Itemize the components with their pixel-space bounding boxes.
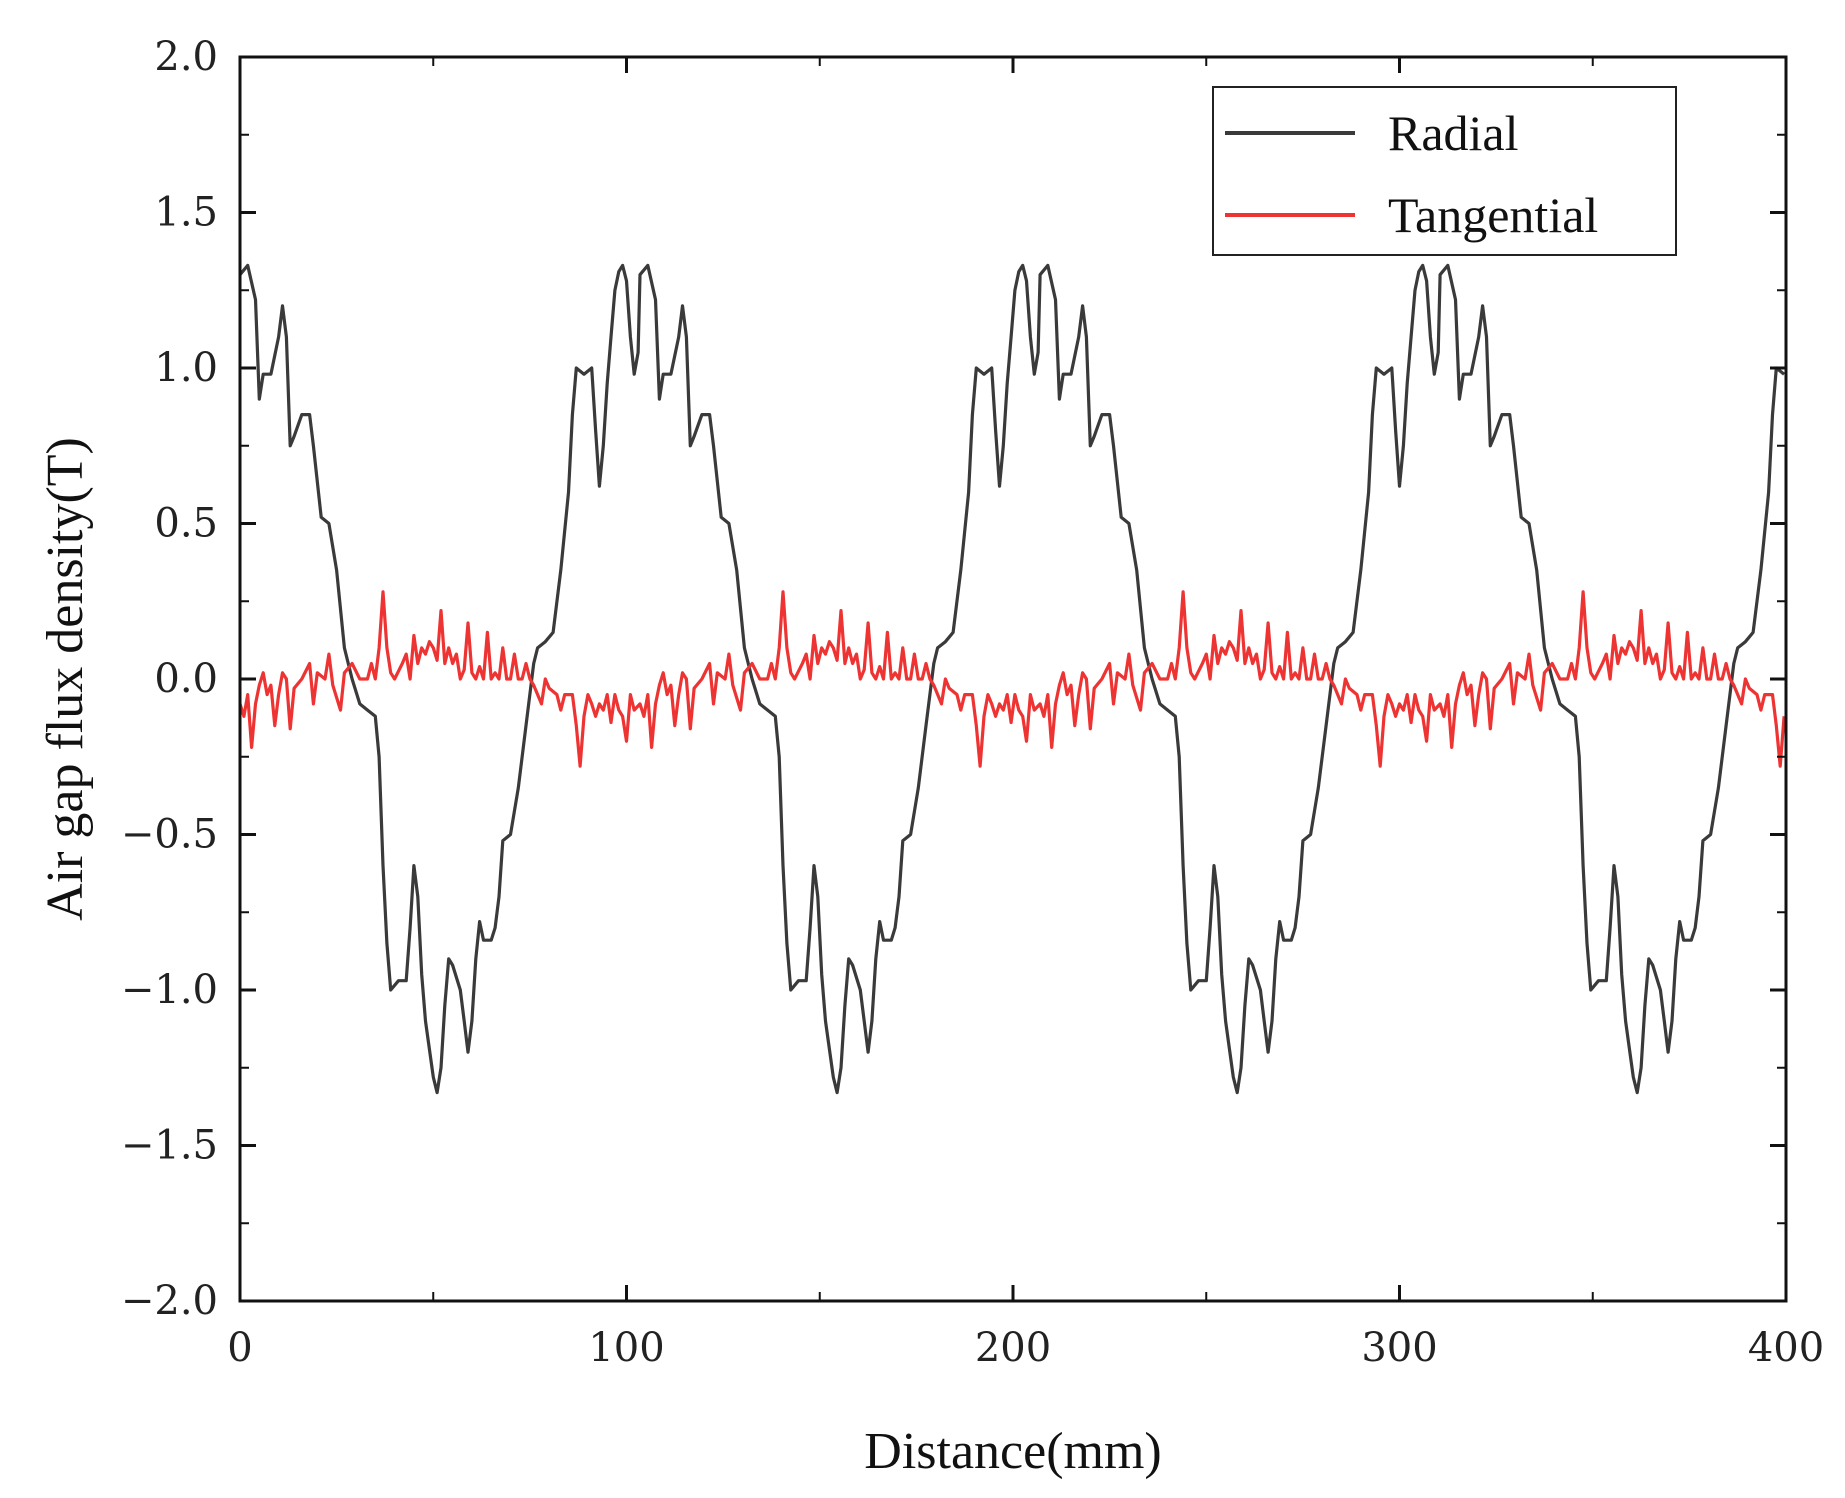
y-tick-label: 1.5 bbox=[154, 190, 218, 236]
y-tick-label: 2.0 bbox=[154, 34, 218, 80]
y-tick-label: 0.0 bbox=[154, 656, 218, 702]
legend-label-tangential: Tangential bbox=[1388, 187, 1598, 243]
y-tick-label: −0.5 bbox=[121, 812, 218, 858]
series-line-tangential bbox=[238, 590, 1786, 768]
series-layer bbox=[238, 263, 1786, 1095]
x-tick-label: 200 bbox=[975, 1325, 1051, 1371]
x-axis-title: Distance(mm) bbox=[864, 1423, 1161, 1480]
x-tick-label: 100 bbox=[588, 1325, 664, 1371]
y-axis-title: Air gap flux density(T) bbox=[37, 437, 94, 921]
legend-box bbox=[1212, 86, 1677, 256]
y-tick-label: 0.5 bbox=[154, 501, 218, 547]
x-tick-label: 300 bbox=[1361, 1325, 1437, 1371]
y-tick-label: 1.0 bbox=[154, 345, 218, 391]
y-tick-label: −1.5 bbox=[121, 1123, 218, 1169]
x-tick-label: 0 bbox=[227, 1325, 252, 1371]
y-tick-label: −1.0 bbox=[121, 967, 218, 1013]
y-tick-label: −2.0 bbox=[121, 1278, 218, 1324]
ticks-layer: 0 100 200 300 400 2.0 1.5 1.0 0.5 0.0 −0.5 −1.0 −1.5… bbox=[121, 34, 1824, 1371]
series-line-radial bbox=[238, 263, 1786, 1095]
x-tick-label: 400 bbox=[1748, 1325, 1824, 1371]
legend-label-radial: Radial bbox=[1388, 105, 1519, 161]
legend: Radial Tangential bbox=[1212, 86, 1677, 256]
